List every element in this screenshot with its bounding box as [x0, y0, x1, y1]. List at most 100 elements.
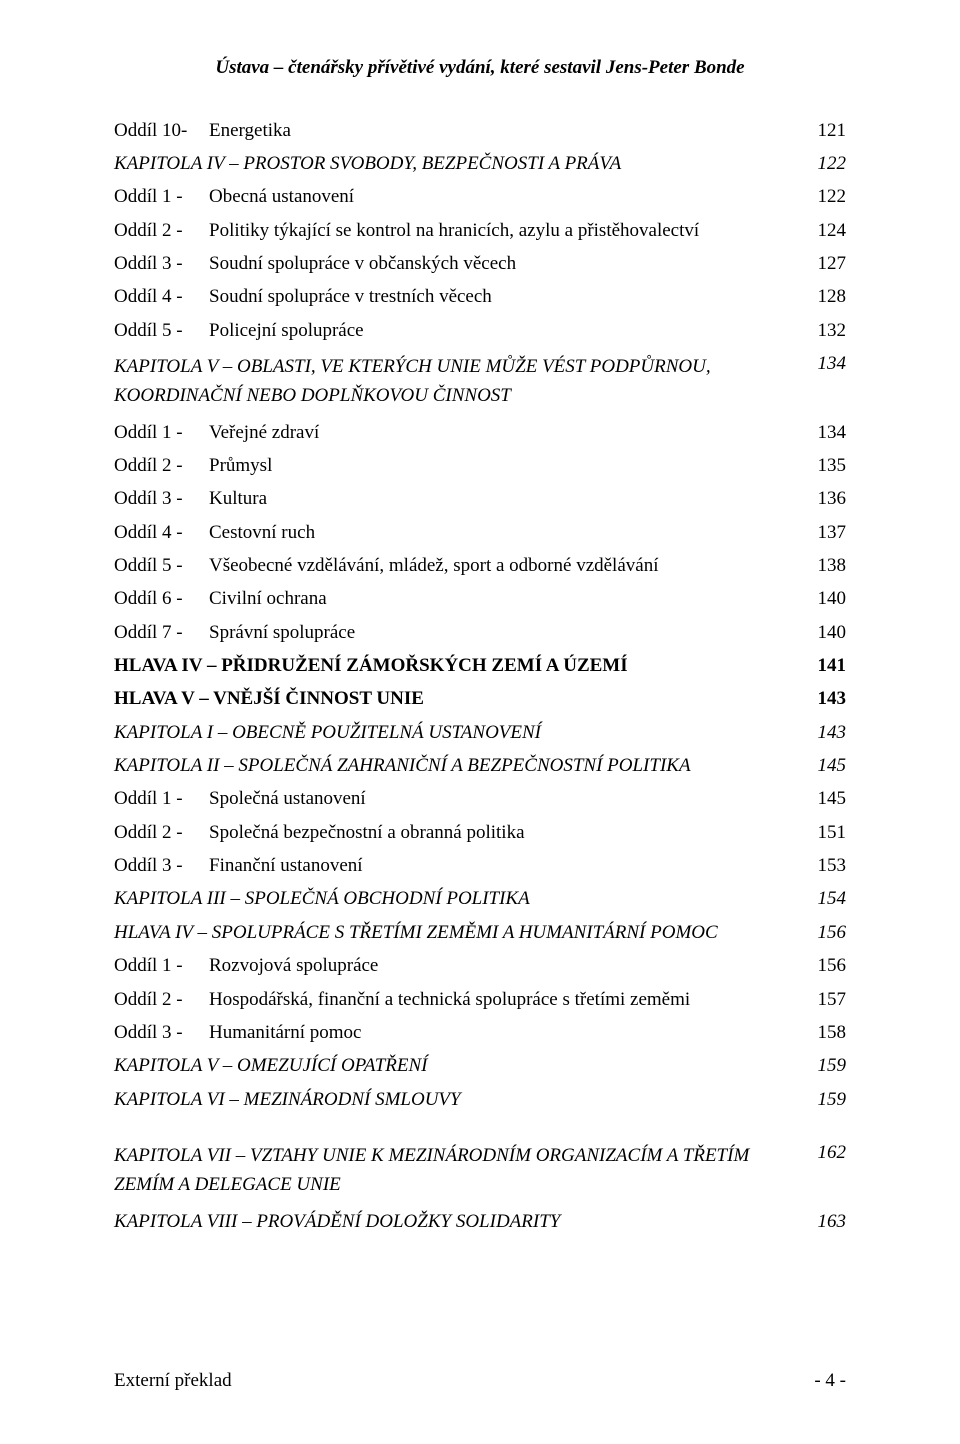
toc-row: HLAVA IV – PŘIDRUŽENÍ ZÁMOŘSKÝCH ZEMÍ A …: [114, 655, 846, 677]
toc-page-number: 122: [806, 153, 846, 175]
toc-row: KAPITOLA V – OMEZUJÍCÍ OPATŘENÍ159: [114, 1055, 846, 1077]
toc-row: Oddíl 5 -Všeobecné vzdělávání, mládež, s…: [114, 555, 846, 577]
table-of-contents: Oddíl 10-Energetika121 KAPITOLA IV – PROS…: [114, 120, 846, 1233]
toc-row: Oddíl 1 -Veřejné zdraví134: [114, 422, 846, 444]
toc-label: KAPITOLA VII – VZTAHY UNIE K MEZINÁRODNÍ…: [114, 1142, 806, 1199]
toc-prefix: Oddíl 10-: [114, 120, 209, 142]
toc-text: Humanitární pomoc: [209, 1022, 362, 1043]
toc-page-number: 143: [806, 722, 846, 744]
toc-page-number: 153: [806, 855, 846, 877]
toc-row: KAPITOLA IV – PROSTOR SVOBODY, BEZPEČNOS…: [114, 153, 846, 175]
toc-page-number: 140: [806, 622, 846, 644]
toc-row: Oddíl 2 -Politiky týkající se kontrol na…: [114, 220, 846, 242]
toc-row: KAPITOLA II – SPOLEČNÁ ZAHRANIČNÍ A BEZP…: [114, 755, 846, 777]
toc-prefix: Oddíl 2 -: [114, 989, 209, 1011]
toc-text: Rozvojová spolupráce: [209, 955, 378, 976]
toc-text: Finanční ustanovení: [209, 855, 363, 876]
toc-prefix: Oddíl 3 -: [114, 488, 209, 510]
toc-row: Oddíl 3 -Humanitární pomoc158: [114, 1022, 846, 1044]
toc-page-number: 141: [806, 655, 846, 677]
toc-row: Oddíl 2 -Společná bezpečnostní a obranná…: [114, 822, 846, 844]
toc-prefix: Oddíl 2 -: [114, 220, 209, 242]
toc-row: HLAVA V – VNĚJŠÍ ČINNOST UNIE143: [114, 688, 846, 710]
toc-label: Oddíl 3 -Kultura: [114, 488, 806, 510]
toc-page-number: 134: [806, 422, 846, 444]
toc-label: HLAVA V – VNĚJŠÍ ČINNOST UNIE: [114, 688, 806, 710]
toc-text: Všeobecné vzdělávání, mládež, sport a od…: [209, 555, 658, 576]
toc-page-number: 145: [806, 788, 846, 810]
toc-label: KAPITOLA I – OBECNĚ POUŽITELNÁ USTANOVEN…: [114, 722, 806, 744]
toc-prefix: Oddíl 3 -: [114, 1022, 209, 1044]
toc-text: KAPITOLA VI – MEZINÁRODNÍ SMLOUVY: [114, 1089, 461, 1110]
toc-page-number: 138: [806, 555, 846, 577]
toc-text: HLAVA V – VNĚJŠÍ ČINNOST UNIE: [114, 688, 424, 709]
toc-label: Oddíl 5 -Policejní spolupráce: [114, 320, 806, 342]
toc-label: Oddíl 2 -Hospodářská, finanční a technic…: [114, 989, 806, 1011]
toc-row: Oddíl 1 -Obecná ustanovení122: [114, 186, 846, 208]
toc-row: Oddíl 10-Energetika121: [114, 120, 846, 142]
toc-text: KAPITOLA V – OBLASTI, VE KTERÝCH UNIE MŮ…: [114, 356, 711, 406]
toc-row: Oddíl 1 -Společná ustanovení145: [114, 788, 846, 810]
toc-label: Oddíl 1 -Společná ustanovení: [114, 788, 806, 810]
toc-label: Oddíl 2 -Společná bezpečnostní a obranná…: [114, 822, 806, 844]
toc-label: Oddíl 10-Energetika: [114, 120, 806, 142]
page-footer: Externí překlad - 4 -: [114, 1370, 846, 1392]
toc-label: KAPITOLA VIII – PROVÁDĚNÍ DOLOŽKY SOLIDA…: [114, 1211, 806, 1233]
toc-label: Oddíl 1 -Rozvojová spolupráce: [114, 955, 806, 977]
toc-row: Oddíl 6 -Civilní ochrana140: [114, 588, 846, 610]
toc-label: Oddíl 5 -Všeobecné vzdělávání, mládež, s…: [114, 555, 806, 577]
toc-prefix: Oddíl 1 -: [114, 422, 209, 444]
toc-prefix: Oddíl 7 -: [114, 622, 209, 644]
toc-text: KAPITOLA VII – VZTAHY UNIE K MEZINÁRODNÍ…: [114, 1145, 749, 1195]
toc-page-number: 163: [806, 1211, 846, 1233]
toc-row: Oddíl 4 -Cestovní ruch137: [114, 522, 846, 544]
toc-text: Veřejné zdraví: [209, 422, 319, 443]
toc-row: Oddíl 3 -Kultura136: [114, 488, 846, 510]
toc-label: Oddíl 4 -Cestovní ruch: [114, 522, 806, 544]
toc-label: Oddíl 6 -Civilní ochrana: [114, 588, 806, 610]
toc-page-number: 136: [806, 488, 846, 510]
toc-page-number: 137: [806, 522, 846, 544]
toc-text: KAPITOLA II – SPOLEČNÁ ZAHRANIČNÍ A BEZP…: [114, 755, 691, 776]
toc-page-number: 128: [806, 286, 846, 308]
toc-page-number: 151: [806, 822, 846, 844]
toc-page-number: 127: [806, 253, 846, 275]
toc-label: Oddíl 4 -Soudní spolupráce v trestních v…: [114, 286, 806, 308]
toc-text: Energetika: [209, 120, 291, 141]
toc-label: Oddíl 3 -Soudní spolupráce v občanských …: [114, 253, 806, 275]
toc-row: KAPITOLA V – OBLASTI, VE KTERÝCH UNIE MŮ…: [114, 353, 846, 410]
toc-row: KAPITOLA I – OBECNĚ POUŽITELNÁ USTANOVEN…: [114, 722, 846, 744]
toc-page-number: 134: [806, 353, 846, 375]
toc-text: Průmysl: [209, 455, 272, 476]
toc-text: KAPITOLA I – OBECNĚ POUŽITELNÁ USTANOVEN…: [114, 722, 541, 743]
toc-label: Oddíl 3 -Humanitární pomoc: [114, 1022, 806, 1044]
toc-page-number: 135: [806, 455, 846, 477]
toc-page-number: 124: [806, 220, 846, 242]
toc-row: Oddíl 2 -Hospodářská, finanční a technic…: [114, 989, 846, 1011]
toc-text: HLAVA IV – PŘIDRUŽENÍ ZÁMOŘSKÝCH ZEMÍ A …: [114, 655, 628, 676]
toc-label: HLAVA IV – PŘIDRUŽENÍ ZÁMOŘSKÝCH ZEMÍ A …: [114, 655, 806, 677]
toc-page-number: 156: [806, 922, 846, 944]
toc-row: Oddíl 7 -Správní spolupráce 140: [114, 622, 846, 644]
toc-row: HLAVA IV – SPOLUPRÁCE S TŘETÍMI ZEMĚMI A…: [114, 922, 846, 944]
toc-label: Oddíl 1 -Obecná ustanovení: [114, 186, 806, 208]
toc-label: Oddíl 1 -Veřejné zdraví: [114, 422, 806, 444]
toc-text: Společná ustanovení: [209, 788, 366, 809]
toc-label: KAPITOLA V – OBLASTI, VE KTERÝCH UNIE MŮ…: [114, 353, 806, 410]
toc-page-number: 159: [806, 1089, 846, 1111]
toc-row: KAPITOLA VIII – PROVÁDĚNÍ DOLOŽKY SOLIDA…: [114, 1211, 846, 1233]
toc-text: Správní spolupráce: [209, 622, 355, 643]
toc-page-number: 157: [806, 989, 846, 1011]
toc-prefix: Oddíl 6 -: [114, 588, 209, 610]
toc-text: Obecná ustanovení: [209, 186, 354, 207]
toc-page-number: 145: [806, 755, 846, 777]
toc-prefix: Oddíl 1 -: [114, 955, 209, 977]
toc-text: KAPITOLA IV – PROSTOR SVOBODY, BEZPEČNOS…: [114, 153, 621, 174]
toc-row: Oddíl 3 -Soudní spolupráce v občanských …: [114, 253, 846, 275]
toc-text: Policejní spolupráce: [209, 320, 364, 341]
toc-prefix: Oddíl 5 -: [114, 555, 209, 577]
toc-page-number: 140: [806, 588, 846, 610]
toc-prefix: Oddíl 4 -: [114, 522, 209, 544]
toc-page-number: 132: [806, 320, 846, 342]
toc-label: Oddíl 2 -Politiky týkající se kontrol na…: [114, 220, 806, 242]
